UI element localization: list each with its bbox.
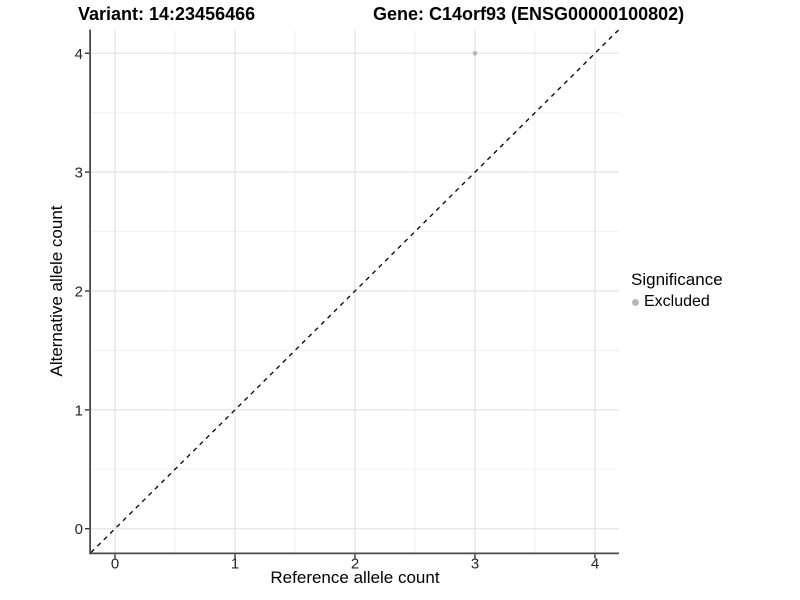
y-tick-label: 0 — [75, 521, 83, 538]
legend-item-label: Excluded — [644, 293, 710, 310]
excluded-point-swatch-icon — [632, 298, 639, 306]
diagonal-dashed-line — [90, 29, 620, 553]
legend-title: Significance — [631, 270, 723, 289]
x-tick-label: 0 — [111, 556, 119, 573]
x-tick-label: 3 — [471, 556, 479, 573]
y-tick-label: 2 — [75, 284, 83, 301]
x-axis-title: Reference allele count — [270, 568, 440, 587]
y-tick-label: 3 — [75, 165, 83, 182]
x-tick-label: 2 — [351, 556, 359, 573]
variant-title: Variant: 14:23456466 — [78, 4, 256, 24]
x-tick-label: 1 — [231, 556, 239, 573]
y-tick-label: 4 — [75, 46, 83, 63]
y-tick-label: 1 — [75, 402, 83, 419]
legend-item-excluded: Excluded — [631, 293, 723, 311]
y-axis-title: Alternative allele count — [47, 205, 66, 377]
legend: Significance Excluded — [631, 270, 723, 311]
gene-title: Gene: C14orf93 (ENSG00000100802) — [373, 4, 685, 24]
x-tick-label: 4 — [591, 556, 599, 573]
data-point — [472, 50, 478, 56]
